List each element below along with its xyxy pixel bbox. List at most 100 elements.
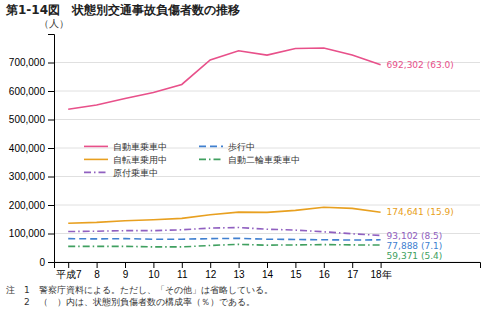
x-tick-mark [182,262,183,268]
y-tick-label: 100,000 [9,228,46,239]
y-tick-mark [48,177,54,178]
end-label: 93,102 (8.5) [387,231,443,241]
grid-line [54,205,480,206]
x-tick-label: 15 [290,269,302,280]
x-tick-mark [125,262,126,268]
legend-item: 自転車乗用中 [84,155,167,165]
y-tick-mark [48,262,54,263]
y-tick-mark [48,148,54,149]
y-tick-mark [48,63,54,64]
x-tick-label: 16 [319,269,331,280]
x-axis-line [55,263,481,269]
x-tick-mark [267,262,268,268]
x-tick-mark [153,262,154,268]
x-tick-mark [324,262,325,268]
y-tick: 0 [39,257,54,268]
legend-label: 原付乗車中 [113,168,158,178]
x-tick: 12 [205,262,217,280]
grid [54,63,480,263]
y-tick-label: 200,000 [9,200,46,211]
y-tick-label: 500,000 [9,114,46,125]
legend-item: 自動車乗車中 [84,142,167,152]
y-tick-mark [48,234,54,235]
x-tick-label: 13 [234,269,246,280]
note: 2 （ ）内は、状態別負傷者数の構成率（％）である。 [6,297,255,307]
x-tick-mark [239,262,240,268]
x-tick-mark [68,262,69,268]
legend-label: 自動二輪車乗車中 [228,155,300,165]
legend-swatch [199,146,223,148]
x-tick-mark [295,262,296,268]
y-tick: 400,000 [9,143,54,154]
x-tick-label: 10 [148,269,160,280]
end-label: 692,302 (63.0) [387,60,454,70]
legend-swatch [199,159,223,161]
legend-label: 歩行中 [228,142,255,152]
y-tick-mark [48,205,54,206]
x-tick-label: 14 [262,269,274,280]
y-tick-label: 300,000 [9,171,46,182]
x-tick-label: 18年 [371,269,392,280]
plot: 0 100,000 200,000 300,000 400,000 500,000 600,… [9,35,481,281]
y-axis-title: （人） [39,18,69,29]
x-tick-mark [210,262,211,268]
annotations: 692,302 (63.0) 174,641 (15.9) 93,102 (8.5)… [387,60,454,261]
end-label: 77,888 (7.1) [387,241,443,251]
y-axis: 0 100,000 200,000 300,000 400,000 500,000 600,… [9,35,55,268]
legend-label: 自動車乗車中 [113,142,167,152]
y-tick: 200,000 [9,200,54,211]
x-tick: 13 [234,262,246,280]
end-label: 174,641 (15.9) [387,207,454,217]
series-line [68,244,380,247]
x-tick: 14 [262,262,274,280]
series-line [68,207,380,223]
x-tick: 平成7 [56,262,82,280]
x-tick: 16 [319,262,331,280]
note: 注 1 警察庁資料による。ただし、「その他」は省略している。 [6,285,273,295]
x-tick-label: 12 [205,269,217,280]
y-tick: 500,000 [9,114,54,125]
y-tick-mark [48,91,54,92]
legend-item: 歩行中 [199,142,255,152]
x-axis: 平成7 8 9 10 11 12 13 14 15 16 17 18年 [55,262,481,280]
x-tick: 18年 [371,262,392,280]
y-tick-label: 600,000 [9,86,46,97]
x-tick-mark [97,262,98,268]
legend-swatch [84,172,108,174]
legend-item: 自動二輪車乗車中 [199,155,300,165]
legend-item: 原付乗車中 [84,168,158,178]
x-tick: 10 [148,262,160,280]
series-line [68,228,380,236]
x-tick: 11 [177,262,188,280]
y-axis-line [48,35,55,263]
y-tick: 600,000 [9,86,54,97]
end-label: 59,371 (5.4) [387,251,443,261]
title: 第1-14図 状態別交通事故負傷者数の推移 [5,3,240,17]
x-tick-label: 8 [94,269,100,280]
y-tick: 300,000 [9,171,54,182]
x-tick-label: 9 [123,269,129,280]
x-tick-label: 17 [347,269,359,280]
x-tick-mark [381,262,382,268]
y-tick-label: 400,000 [9,143,46,154]
grid-line [54,91,480,92]
y-tick-mark [48,120,54,121]
chart: 0 100,000 200,000 300,000 400,000 500,000 600,… [0,0,488,312]
x-tick: 15 [290,262,302,280]
x-tick-label: 11 [177,269,188,280]
legend-swatch [84,146,108,148]
x-tick: 17 [347,262,359,280]
x-tick: 9 [123,262,129,280]
series-line [68,48,380,109]
legend-label: 自転車乗用中 [113,155,167,165]
y-tick-label: 700,000 [9,57,46,68]
y-tick: 700,000 [9,57,54,68]
legend-swatch [84,159,108,161]
series-line [68,238,380,240]
y-tick: 100,000 [9,228,54,239]
x-tick-mark [352,262,353,268]
y-tick-label: 0 [39,257,45,268]
x-tick: 8 [94,262,100,280]
lines [68,48,380,247]
grid-line [54,119,480,120]
